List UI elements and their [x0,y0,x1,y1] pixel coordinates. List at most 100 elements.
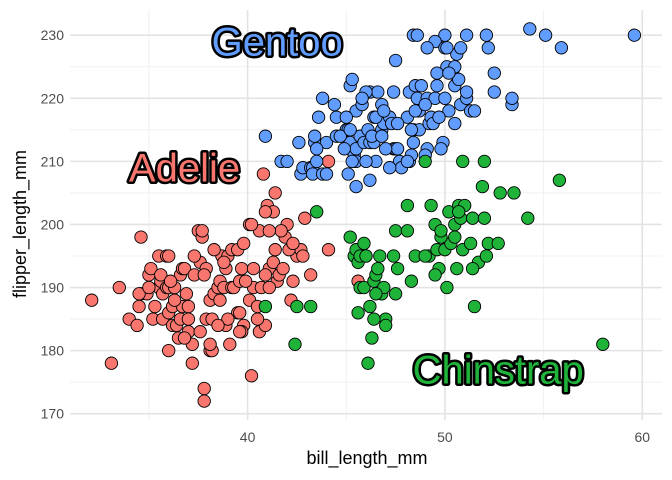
data-point [477,154,492,169]
data-point [505,91,519,105]
y-tick-label: 210 [41,153,65,169]
data-point [459,85,474,99]
data-point [258,299,273,314]
data-point [400,198,415,213]
data-point [375,129,389,143]
data-point [310,205,324,219]
y-axis-title: flipper_length_mm [10,150,31,298]
data-point [491,236,505,251]
data-point [233,325,247,339]
data-point [359,249,373,263]
data-point [296,249,310,263]
data-point [179,287,194,301]
y-tick-label: 220 [41,90,65,106]
data-point [418,249,432,263]
data-point [162,249,176,263]
data-point [298,211,312,225]
data-point [440,280,454,295]
data-point [369,287,383,301]
data-point [454,41,468,55]
data-point [596,337,610,351]
data-point [438,91,452,105]
y-tick-label: 170 [41,406,65,422]
data-point [390,142,405,156]
data-point [351,306,365,320]
y-tick-label: 180 [41,343,65,359]
y-tick-label: 190 [41,280,65,296]
data-point [388,53,403,68]
data-point [258,205,273,219]
data-point [148,299,162,314]
data-point [130,318,144,333]
data-point [400,224,415,238]
data-point [465,211,480,225]
data-point [379,142,393,156]
data-point [420,41,434,55]
data-point [256,167,271,181]
series-chinstrap [258,154,610,370]
data-point [523,22,537,36]
data-point [268,243,282,257]
data-point [507,186,521,200]
data-point [448,116,462,131]
data-point [258,268,273,282]
data-point [262,280,276,295]
data-point [134,230,148,244]
data-point [207,243,221,257]
data-point [286,236,300,251]
data-point [388,224,403,238]
data-point [452,205,466,219]
data-point [414,79,428,93]
data-point [487,66,501,80]
data-point [450,261,464,276]
data-point [315,91,330,105]
data-point [262,224,276,238]
data-point [211,318,225,333]
data-point [467,299,482,314]
data-point [442,66,456,80]
data-point [442,104,456,118]
data-point [552,173,567,187]
x-tick-label: 50 [437,429,453,445]
data-point [345,72,359,87]
data-point [493,186,507,200]
data-point [349,179,363,194]
data-point [410,28,424,42]
data-point [144,261,158,276]
data-point [339,110,353,124]
y-tick-label: 230 [41,27,65,43]
data-point [162,343,176,358]
data-point [185,356,199,370]
data-point [235,261,249,276]
tick-labels: 40 50 60 170 180 190 200 210 220 230 [41,27,651,445]
data-point [311,110,326,124]
data-point [163,274,178,288]
data-point [406,135,421,150]
data-point [244,217,259,232]
data-point [308,129,322,143]
data-point [213,293,227,307]
data-point [197,394,211,408]
data-point [233,306,247,320]
data-point [365,331,379,345]
data-point [363,299,377,314]
data-point [390,261,405,276]
data-point [377,104,391,118]
data-point [181,312,196,326]
data-point [238,274,253,288]
data-point [479,249,494,263]
data-point [467,104,482,118]
data-point [292,135,306,150]
data-point [363,173,377,187]
series-gentoo [258,22,642,194]
data-point [266,255,280,269]
x-tick-label: 60 [634,429,650,445]
data-point [237,236,251,251]
data-point [440,41,454,55]
data-point [430,79,444,93]
data-point [203,337,217,351]
data-point [246,261,261,276]
data-point [463,236,478,251]
data-point [418,97,432,112]
data-point [371,85,385,99]
